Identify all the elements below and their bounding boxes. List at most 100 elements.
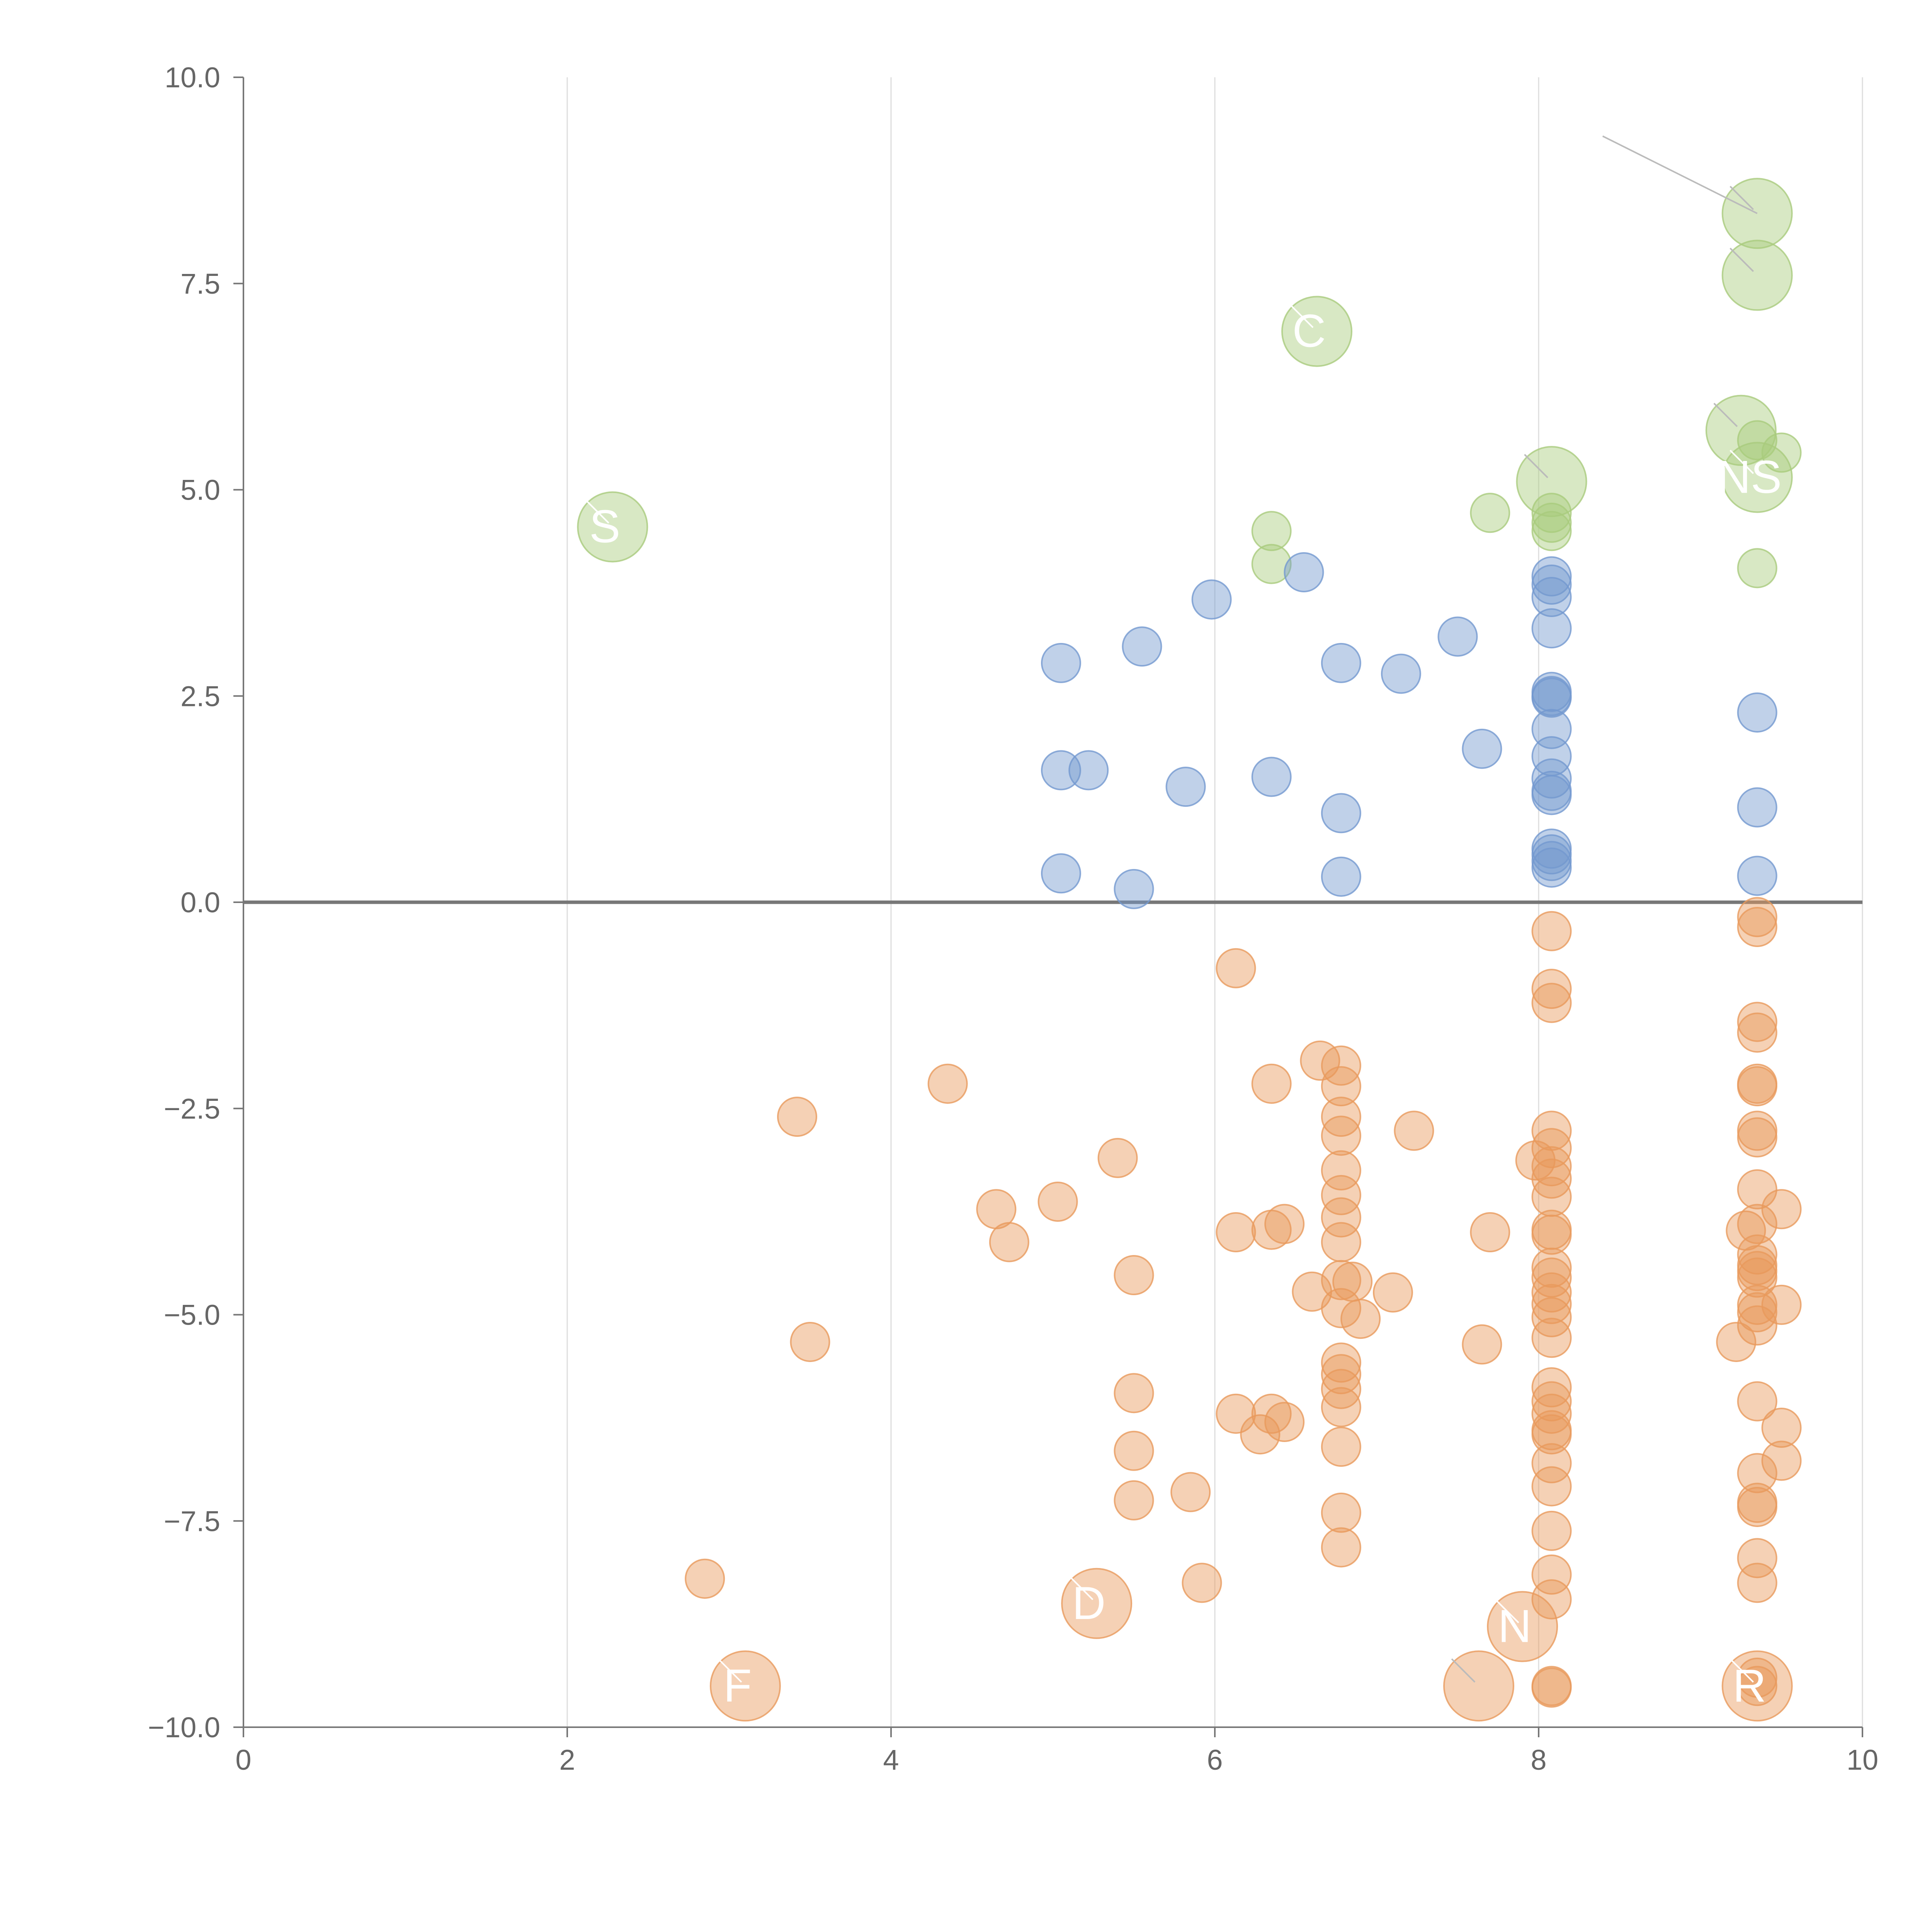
orange-point <box>1321 1387 1361 1427</box>
orange-point <box>1737 1381 1777 1422</box>
orange-point <box>1531 1466 1572 1507</box>
orange-point <box>1321 1197 1361 1238</box>
y-tick-label: −10.0 <box>148 1711 220 1743</box>
leader-line <box>1069 1576 1094 1600</box>
orange-point <box>1531 1284 1572 1324</box>
orange-point <box>1321 1427 1361 1467</box>
blue-point <box>1321 643 1361 683</box>
orange-point <box>1321 1175 1361 1215</box>
orange-point <box>1531 911 1572 951</box>
orange-point <box>1737 1169 1777 1209</box>
bubble-label: N <box>1498 1600 1532 1652</box>
orange-point <box>1321 1354 1361 1395</box>
blue-point <box>1531 608 1572 649</box>
green-point <box>1737 420 1777 461</box>
orange-point <box>1114 1255 1154 1296</box>
orange-point <box>1531 1128 1572 1168</box>
green-point <box>1251 544 1292 584</box>
orange-point <box>1321 1066 1361 1107</box>
orange-point <box>1737 897 1777 937</box>
orange-point <box>1737 1117 1777 1158</box>
blue-point <box>1531 847 1572 888</box>
orange-point <box>1737 1234 1777 1275</box>
leader-line <box>1730 1658 1754 1683</box>
orange-point <box>790 1321 830 1362</box>
orange-point <box>1470 1212 1510 1252</box>
bubble-label: C <box>1293 305 1326 357</box>
x-tick-label: 8 <box>1531 1744 1546 1776</box>
leader-line <box>1713 403 1738 427</box>
bubble-label: NS <box>1717 451 1782 503</box>
orange-point <box>1251 1063 1292 1104</box>
orange-point <box>1462 1324 1502 1365</box>
orange-point <box>1737 1657 1777 1698</box>
orange-point <box>1321 1045 1361 1086</box>
green-point <box>1531 502 1572 543</box>
blue-point <box>1531 577 1572 617</box>
orange-point <box>1372 1272 1413 1313</box>
blue-point <box>1068 750 1109 791</box>
orange-point <box>1321 1260 1361 1300</box>
orange-point <box>1321 1288 1361 1328</box>
blue-point <box>1737 855 1777 896</box>
bubble-label: S <box>589 501 620 553</box>
blue-point <box>1531 758 1572 799</box>
orange-point <box>1761 1440 1802 1481</box>
orange-point <box>1321 1369 1361 1409</box>
orange-point <box>1216 1212 1256 1252</box>
green-point <box>1531 493 1572 533</box>
orange-point <box>1531 1214 1572 1255</box>
orange-point <box>1394 1111 1434 1151</box>
blue-point <box>1321 793 1361 833</box>
blue-point <box>1114 869 1154 909</box>
blue-point <box>1462 728 1502 769</box>
orange-point <box>1737 907 1777 947</box>
blue-point <box>1381 653 1421 694</box>
orange-point <box>1737 1538 1777 1578</box>
green-point <box>1251 511 1292 551</box>
orange-point <box>1340 1299 1381 1339</box>
orange-point <box>1737 1563 1777 1603</box>
orange-point <box>1531 1667 1572 1708</box>
x-tick-label: 10 <box>1847 1744 1878 1776</box>
y-tick-label: 5.0 <box>180 474 220 506</box>
orange-point <box>1515 1140 1556 1181</box>
green-point <box>1737 548 1777 588</box>
leader-line <box>1730 247 1754 272</box>
orange-point <box>1737 1305 1777 1346</box>
blue-point <box>1531 556 1572 597</box>
blue-point <box>1122 626 1162 667</box>
y-tick-label: 2.5 <box>180 680 220 712</box>
orange-point <box>1531 1393 1572 1434</box>
orange-point <box>1321 1222 1361 1262</box>
orange-point <box>1097 1138 1138 1178</box>
orange-point <box>1240 1414 1281 1455</box>
blue-point <box>1191 579 1232 620</box>
orange-point <box>1761 1407 1802 1448</box>
bubble-label: R <box>1733 1660 1766 1711</box>
blue-point <box>1737 692 1777 733</box>
orange-point <box>1761 1284 1802 1325</box>
blue-point <box>1041 853 1081 894</box>
y-tick-label: −2.5 <box>164 1093 220 1125</box>
orange-point <box>1737 1453 1777 1493</box>
leader-line <box>585 499 609 524</box>
orange-point <box>1264 1402 1305 1442</box>
y-tick-label: −7.5 <box>164 1505 220 1537</box>
orange-point <box>1170 1472 1211 1512</box>
bubble-label: D <box>1072 1577 1106 1629</box>
blue-point <box>1437 616 1478 657</box>
leader-line <box>718 1658 742 1683</box>
orange-point <box>1531 1146 1572 1187</box>
orange-point <box>1321 1527 1361 1568</box>
orange-point <box>1216 1393 1256 1434</box>
orange-point <box>1251 1393 1292 1434</box>
orange-point <box>1114 1480 1154 1520</box>
blue-point <box>1041 750 1081 791</box>
blue-point <box>1321 856 1361 897</box>
orange-point <box>1114 1373 1154 1413</box>
orange-point <box>1531 1158 1572 1199</box>
orange-point <box>1531 1247 1572 1288</box>
leader-line <box>1451 1658 1476 1683</box>
